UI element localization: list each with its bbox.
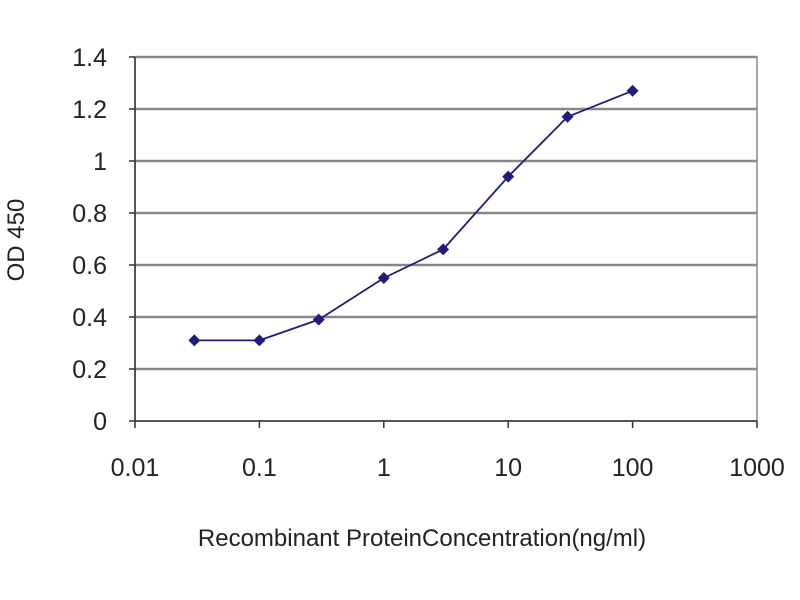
y-tick-label: 0.8 (72, 200, 107, 228)
data-point (437, 243, 450, 256)
y-tick-label: 0.2 (72, 356, 107, 384)
data-point (188, 334, 201, 347)
x-tick-label: 10 (494, 454, 522, 482)
data-point (312, 313, 325, 326)
x-tick-label: 0.01 (111, 454, 160, 482)
y-tick-label: 0 (93, 408, 107, 436)
series-line (194, 89, 633, 342)
x-tick-label: 1 (377, 454, 391, 482)
y-tick-label: 1.4 (72, 44, 107, 72)
data-point (561, 110, 574, 123)
y-tick-label: 0.4 (72, 304, 107, 332)
data-point (626, 84, 639, 97)
x-tick-label: 1000 (729, 454, 785, 482)
x-axis-title: Recombinant ProteinConcentration(ng/ml) (198, 525, 646, 552)
x-tick-label: 100 (612, 454, 654, 482)
data-point (253, 334, 266, 347)
plot-area (134, 56, 758, 422)
data-point (502, 170, 515, 183)
x-tick-label: 0.1 (242, 454, 277, 482)
data-point (377, 272, 390, 284)
y-axis-title: OD 450 (3, 199, 30, 282)
y-tick-label: 0.6 (72, 252, 107, 280)
y-tick-label: 1 (93, 148, 107, 176)
y-tick-label: 1.2 (72, 96, 107, 124)
